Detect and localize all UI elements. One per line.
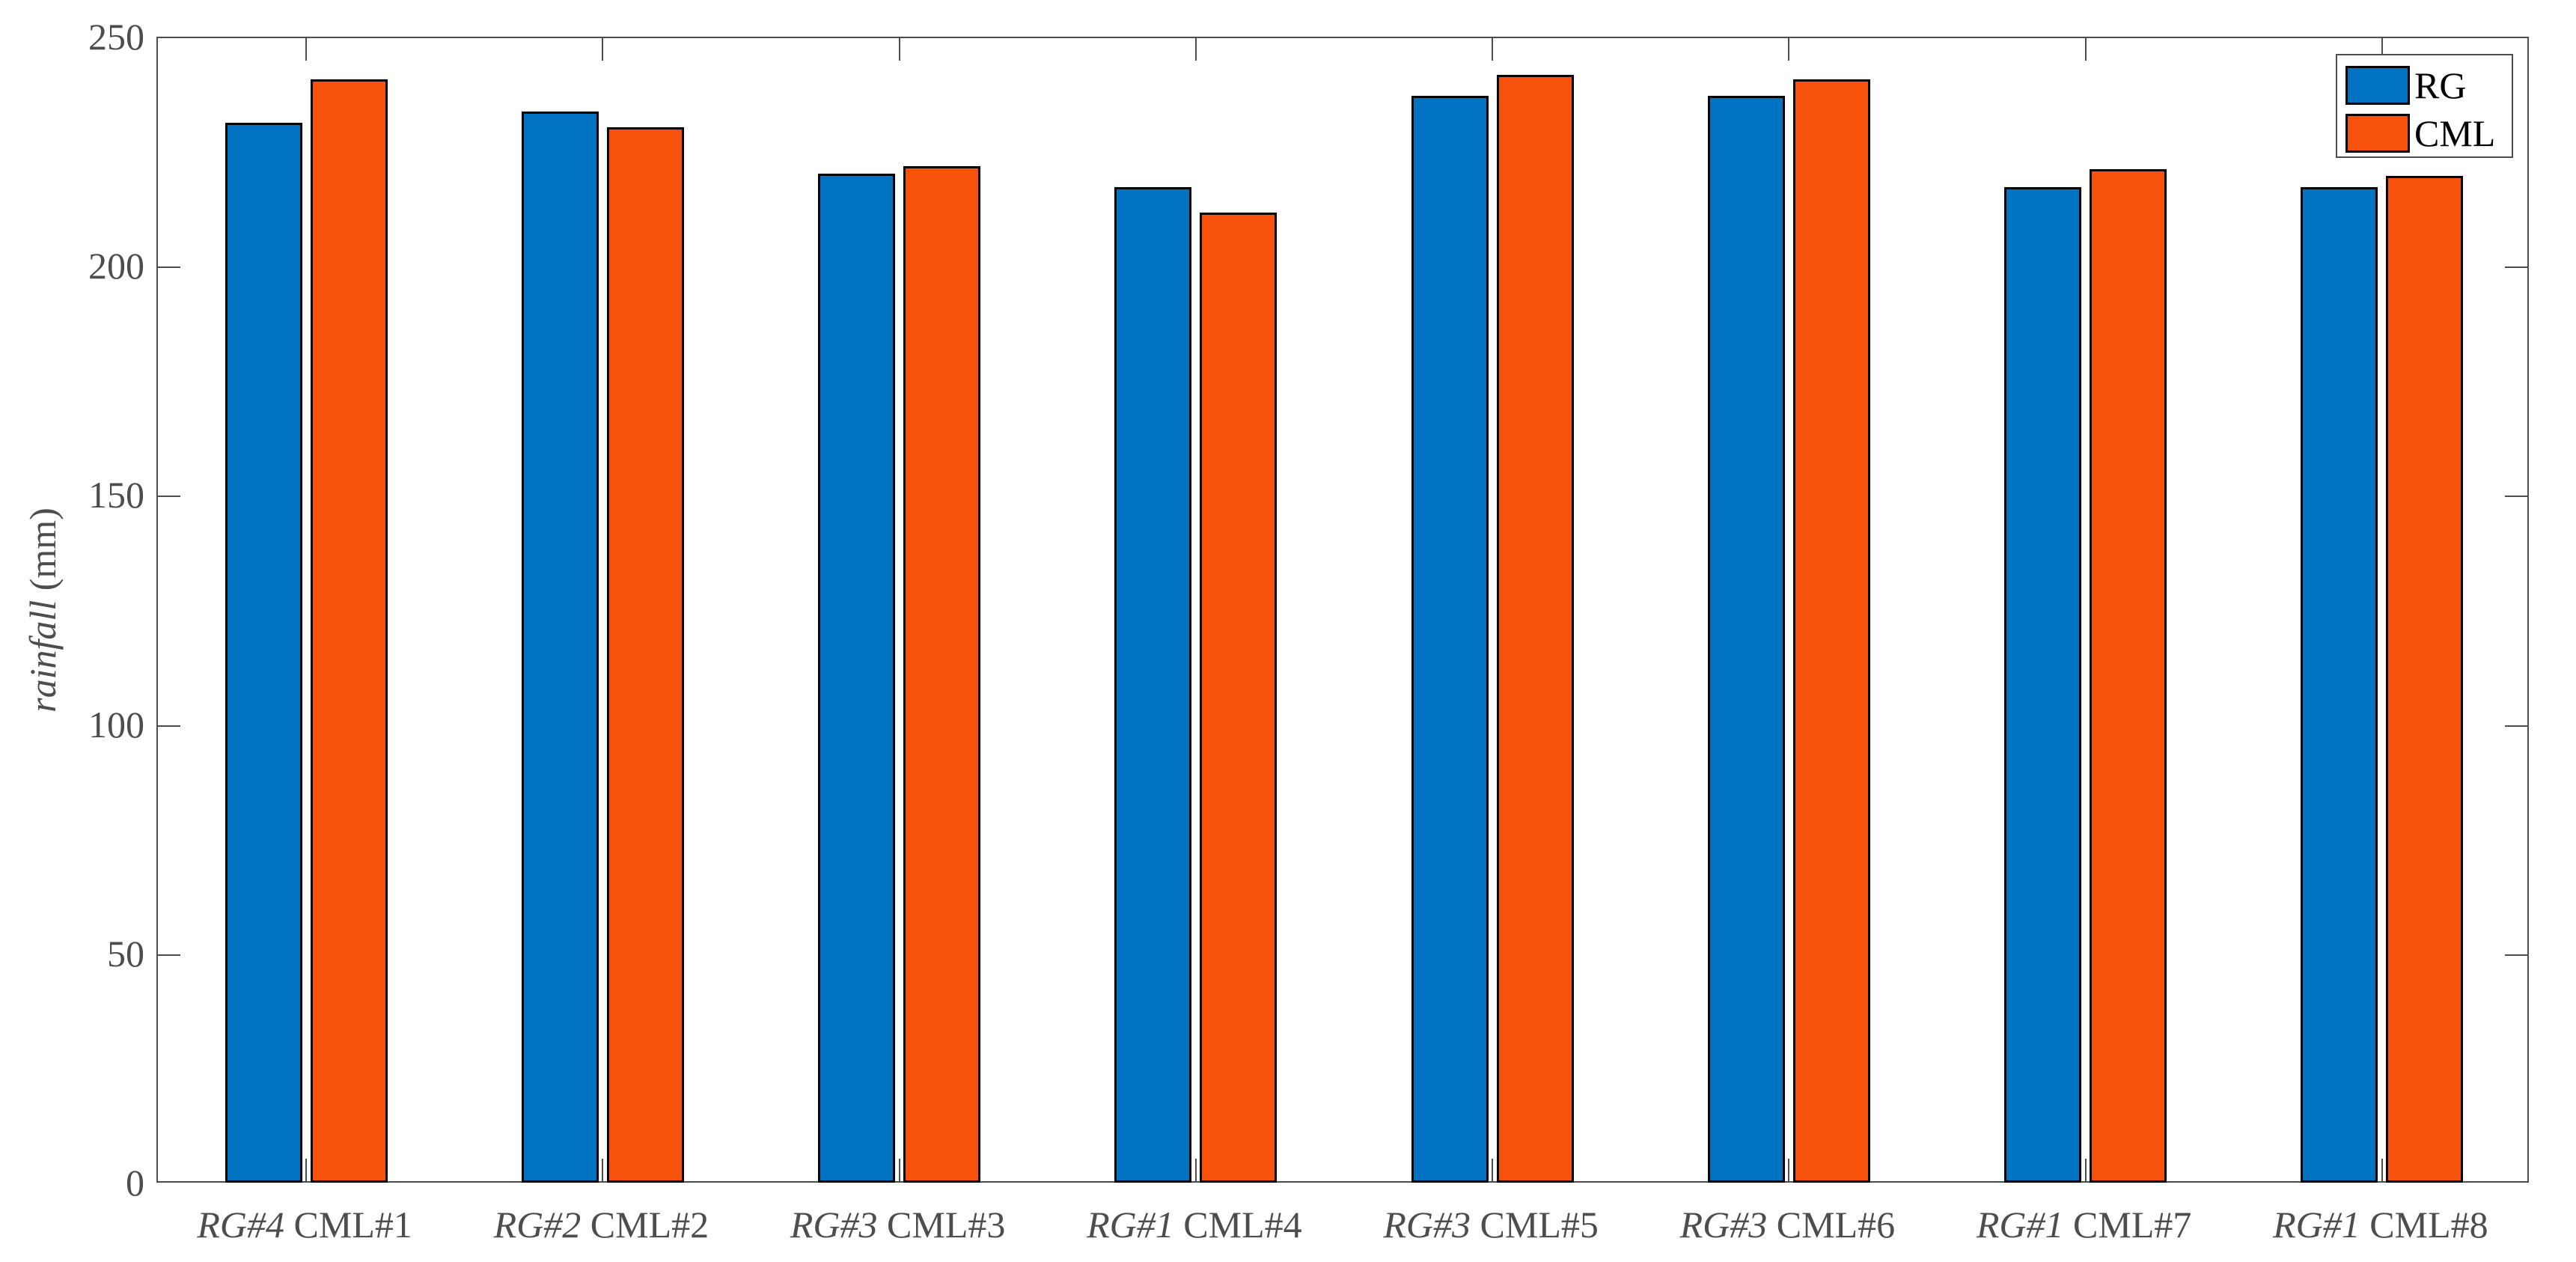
x-tick-label: RG#1 CML#4: [1037, 1198, 1352, 1252]
y-tick-right: [2505, 496, 2527, 498]
x-tick-top: [1194, 38, 1197, 61]
x-tick-label: RG#3 CML#6: [1630, 1198, 1944, 1252]
x-tick-top: [305, 38, 308, 61]
y-tick-label: 150: [88, 474, 144, 516]
y-tick-left: [158, 954, 180, 956]
legend-label: CML: [2414, 112, 2496, 154]
bar-cml-6: [1792, 79, 1870, 1183]
x-tick-label-cml-part: CML#2: [581, 1204, 709, 1246]
x-tick-label-cml-part: CML#7: [2063, 1204, 2192, 1246]
x-tick-label-cml-part: CML#1: [284, 1204, 412, 1246]
x-tick-top: [2381, 38, 2383, 61]
bar-rg-3: [818, 173, 896, 1183]
legend: RG CML: [2336, 54, 2513, 158]
x-tick-label-rg-part: RG#1: [2273, 1204, 2360, 1246]
x-tick-top: [602, 38, 604, 61]
x-tick-label-rg-part: RG#3: [1383, 1204, 1471, 1246]
y-tick-label: 0: [126, 1162, 144, 1204]
bar-cml-4: [1200, 212, 1278, 1183]
bar-rg-1: [225, 123, 302, 1183]
x-tick-label-cml-part: CML#3: [877, 1204, 1006, 1246]
y-tick-label: 100: [88, 703, 144, 746]
y-tick-label: 250: [88, 16, 144, 58]
x-tick-label-rg-part: RG#3: [790, 1204, 878, 1246]
x-tick-label-cml-part: CML#4: [1173, 1204, 1302, 1246]
bar-rg-2: [521, 111, 599, 1183]
x-tick-bottom: [1788, 1159, 1790, 1181]
bar-rg-7: [2004, 187, 2082, 1183]
x-tick-label: RG#4 CML#1: [147, 1198, 462, 1252]
bar-cml-2: [606, 127, 684, 1183]
plot-area: [156, 37, 2529, 1183]
x-tick-label-cml-part: CML#5: [1471, 1204, 1599, 1246]
x-tick-label: RG#1 CML#8: [2224, 1198, 2538, 1252]
x-tick-top: [2084, 38, 2087, 61]
y-axis-label-italic-part: rainfall: [22, 600, 64, 713]
x-tick-bottom: [1492, 1159, 1494, 1181]
y-tick-left: [158, 496, 180, 498]
legend-swatch-cml: [2345, 114, 2410, 153]
x-tick-label-rg-part: RG#1: [1976, 1204, 2064, 1246]
legend-label: RG: [2414, 64, 2467, 106]
y-tick-left: [158, 725, 180, 727]
x-tick-top: [898, 38, 900, 61]
x-tick-label-cml-part: CML#8: [2360, 1204, 2488, 1246]
legend-swatch-rg: [2345, 66, 2410, 105]
x-tick-label: RG#1 CML#7: [1927, 1198, 2241, 1252]
x-tick-bottom: [602, 1159, 604, 1181]
x-tick-label: RG#2 CML#2: [444, 1198, 758, 1252]
y-tick-right: [2505, 954, 2527, 956]
x-tick-label-rg-part: RG#3: [1679, 1204, 1768, 1246]
y-tick-label: 50: [107, 932, 144, 975]
legend-entry-cml: CML: [2345, 112, 2512, 155]
x-tick-label-rg-part: RG#1: [1087, 1204, 1174, 1246]
x-tick-label-cml-part: CML#6: [1767, 1204, 1896, 1246]
bar-cml-3: [903, 166, 981, 1183]
x-tick-top: [1788, 38, 1790, 61]
legend-entry-rg: RG: [2345, 64, 2512, 107]
x-tick-top: [1492, 38, 1494, 61]
y-tick-right: [2505, 725, 2527, 727]
y-axis-label-unit-part: (mm): [22, 507, 64, 600]
x-tick-label: RG#3 CML#5: [1334, 1198, 1648, 1252]
bar-cml-7: [2090, 168, 2167, 1183]
bar-rg-6: [1707, 95, 1785, 1183]
y-tick-label: 200: [88, 245, 144, 287]
x-tick-bottom: [2084, 1159, 2087, 1181]
bar-cml-5: [1496, 74, 1574, 1183]
x-tick-bottom: [305, 1159, 308, 1181]
x-tick-bottom: [898, 1159, 900, 1181]
bar-rg-5: [1411, 95, 1489, 1183]
y-tick-right: [2505, 266, 2527, 269]
x-tick-label-rg-part: RG#4: [197, 1204, 285, 1246]
x-tick-bottom: [2381, 1159, 2383, 1181]
bar-cml-1: [310, 79, 388, 1183]
x-tick-label: RG#3 CML#3: [741, 1198, 1055, 1252]
x-tick-bottom: [1194, 1159, 1197, 1181]
bar-cml-8: [2386, 175, 2464, 1183]
y-tick-left: [158, 266, 180, 269]
x-tick-label-rg-part: RG#2: [493, 1204, 582, 1246]
bar-rg-8: [2301, 187, 2378, 1183]
bar-rg-4: [1114, 187, 1192, 1183]
